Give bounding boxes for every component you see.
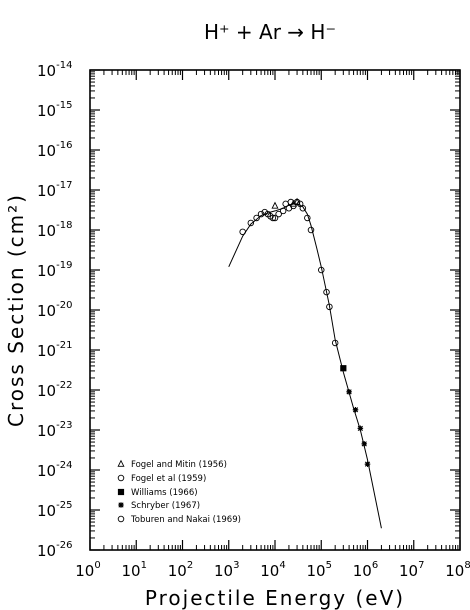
x-tick-label: 105 [307, 560, 332, 580]
data-point [326, 303, 333, 311]
x-tick-label: 103 [214, 560, 239, 580]
x-tick-label: 100 [75, 560, 100, 580]
y-axis-label: Cross Section (cm²) [4, 193, 28, 427]
y-tick-label: 10-20 [37, 300, 72, 320]
y-tick-label: 10-16 [37, 140, 72, 160]
y-tick-label: 10-19 [37, 260, 72, 280]
fit-curve [228, 203, 382, 529]
legend-marker [117, 459, 125, 467]
data-point [346, 389, 352, 395]
data-point [239, 228, 246, 236]
y-tick-label: 10-26 [37, 540, 72, 560]
y-tick-label: 10-22 [37, 380, 72, 400]
x-axis-label: Projectile Energy (eV) [145, 586, 405, 610]
y-tick-label: 10-17 [37, 180, 72, 200]
y-major-ticks [90, 69, 460, 551]
y-tick-label: 10-23 [37, 420, 72, 440]
data-point [361, 441, 368, 447]
data-point [299, 204, 307, 212]
data-point [323, 288, 330, 296]
legend-marker [117, 488, 125, 496]
x-tick-labels: 100 101 102 103 104 105 106 107 108 [75, 560, 470, 580]
data-point [307, 226, 315, 234]
data-point [304, 214, 311, 222]
data-point [271, 201, 279, 209]
x-tick-label: 107 [399, 560, 424, 580]
y-tick-labels: 10-26 10-25 10-24 10-23 10-22 10-21 10-20 10-19… [37, 60, 72, 560]
data-point [287, 198, 295, 206]
y-tick-label: 10-15 [37, 100, 72, 120]
legend-marker [117, 515, 125, 523]
x-tick-label: 108 [445, 560, 470, 580]
x-tick-label: 101 [122, 560, 147, 580]
y-minor-ticks [90, 71, 460, 539]
x-tick-label: 102 [168, 560, 193, 580]
legend-marker [118, 502, 124, 508]
data-markers [239, 197, 371, 467]
data-point [275, 210, 282, 218]
data-point [279, 207, 287, 215]
data-point [364, 461, 371, 467]
legend: Fogel and Mitin (1956) Fogel et al (1959)… [117, 459, 241, 525]
x-minor-ticks [103, 70, 459, 550]
data-point [271, 214, 279, 222]
y-tick-label: 10-14 [37, 60, 72, 80]
data-point [269, 214, 277, 222]
y-tick-label: 10-25 [37, 500, 72, 520]
y-tick-label: 10-24 [37, 460, 72, 480]
data-point [253, 214, 260, 222]
legend-label: Schryber (1967) [131, 501, 200, 511]
data-point [331, 339, 339, 347]
x-major-ticks [89, 70, 461, 550]
data-point [357, 425, 364, 432]
legend-marker [117, 474, 125, 482]
data-point [340, 365, 347, 372]
legend-label: Fogel et al (1959) [131, 474, 206, 484]
y-tick-label: 10-18 [37, 220, 72, 240]
chart-title: H⁺ + Ar → H⁻ [204, 20, 336, 44]
x-tick-label: 106 [353, 560, 378, 580]
data-point [318, 266, 325, 274]
data-point [257, 210, 265, 218]
data-point [352, 406, 359, 413]
x-tick-label: 104 [260, 560, 285, 580]
y-tick-label: 10-21 [37, 340, 72, 360]
legend-label: Williams (1966) [131, 488, 198, 498]
legend-label: Toburen and Nakai (1969) [130, 515, 241, 525]
legend-label: Fogel and Mitin (1956) [131, 460, 227, 470]
data-point [247, 219, 255, 227]
